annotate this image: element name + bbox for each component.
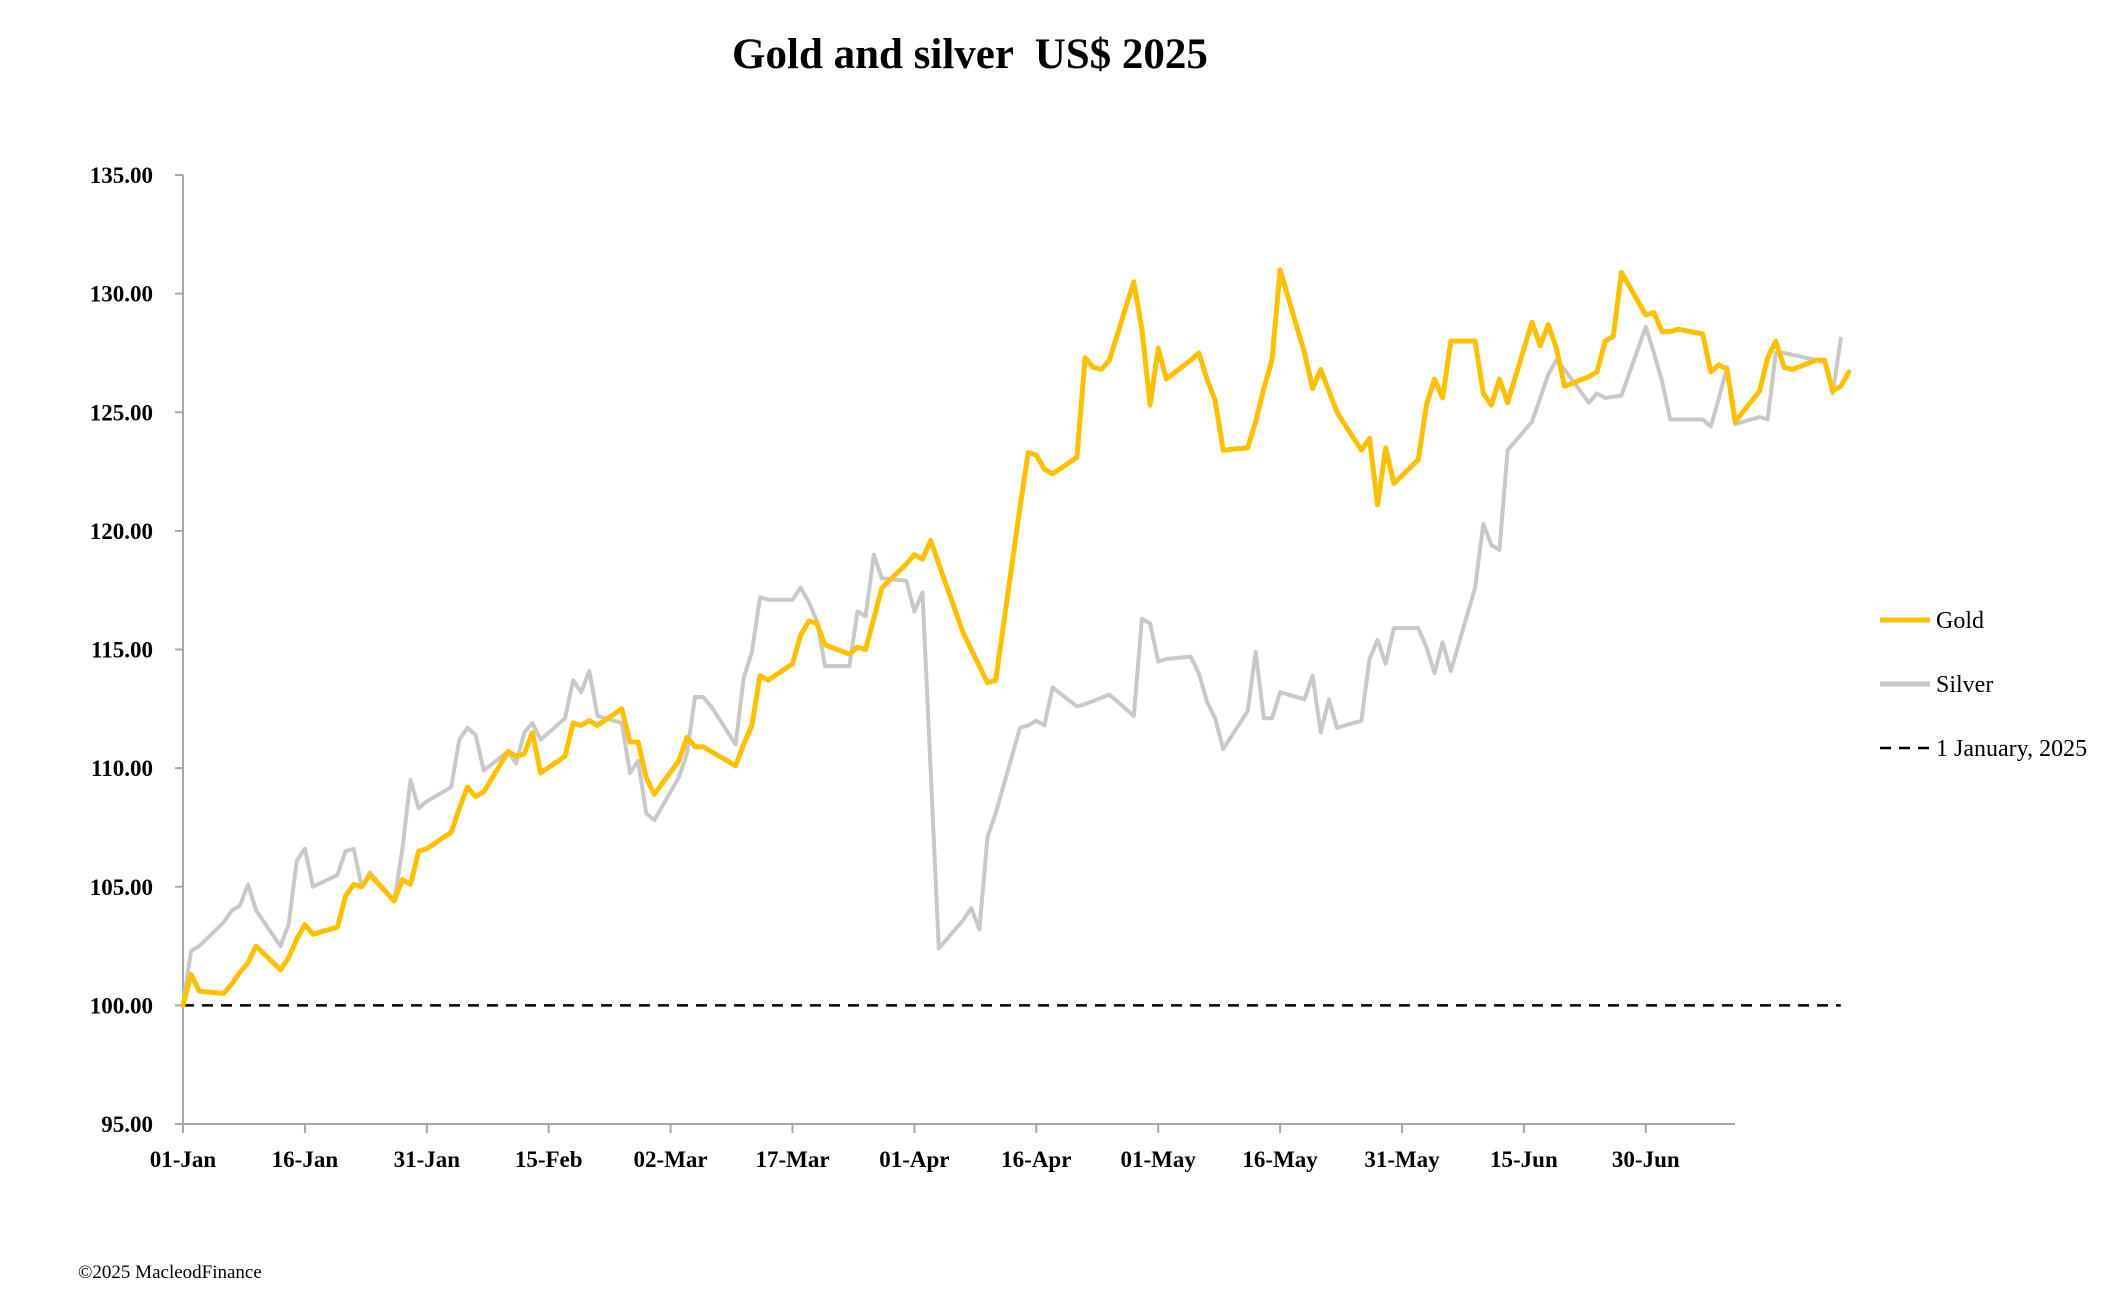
y-tick-label: 95.00 xyxy=(101,1112,153,1137)
y-tick-label: 100.00 xyxy=(90,993,153,1018)
x-tick-label: 16-Jan xyxy=(272,1147,339,1172)
chart-title: Gold and silver US$ 2025 xyxy=(732,31,1208,78)
x-tick-label: 15-Feb xyxy=(515,1147,583,1172)
x-tick-label: 15-Jun xyxy=(1490,1147,1558,1172)
legend-label-3: 1 January, 2025 xyxy=(1936,736,2087,762)
legend-label-1: Gold xyxy=(1936,608,1984,634)
y-tick-label: 120.00 xyxy=(90,519,153,544)
chart-axes: 135.00 130.00 125.00 120.00 115.00 110.00 105.… xyxy=(90,163,1735,1172)
y-tick-label: 125.00 xyxy=(90,400,153,425)
x-tick-label: 16-Apr xyxy=(1001,1147,1071,1172)
series-layer xyxy=(180,267,1852,1008)
x-tick-label: 16-May xyxy=(1242,1147,1318,1172)
x-tick-label: 02-Mar xyxy=(634,1147,708,1172)
legend-label-2: Silver xyxy=(1936,672,1993,698)
y-tick-label: 110.00 xyxy=(91,756,153,781)
chart-legend: Gold Silver 1 January, 2025 xyxy=(1880,608,2087,762)
y-tick-label: 130.00 xyxy=(90,282,153,307)
series-line-gold xyxy=(180,267,1852,1008)
x-tick-label: 01-May xyxy=(1121,1147,1197,1172)
x-tick-label: 17-Mar xyxy=(755,1147,829,1172)
copyright-text: ©2025 MacleodFinance xyxy=(78,1262,262,1283)
x-tick-label: 30-Jun xyxy=(1612,1147,1680,1172)
x-tick-label: 01-Jan xyxy=(150,1147,217,1172)
x-tick-label: 31-May xyxy=(1364,1147,1440,1172)
y-tick-label: 105.00 xyxy=(90,875,153,900)
series-line-silver xyxy=(181,324,1843,1008)
y-tick-label: 115.00 xyxy=(91,638,153,663)
x-tick-label: 31-Jan xyxy=(394,1147,461,1172)
x-tick-label: 01-Apr xyxy=(879,1147,949,1172)
y-tick-label: 135.00 xyxy=(90,163,153,188)
